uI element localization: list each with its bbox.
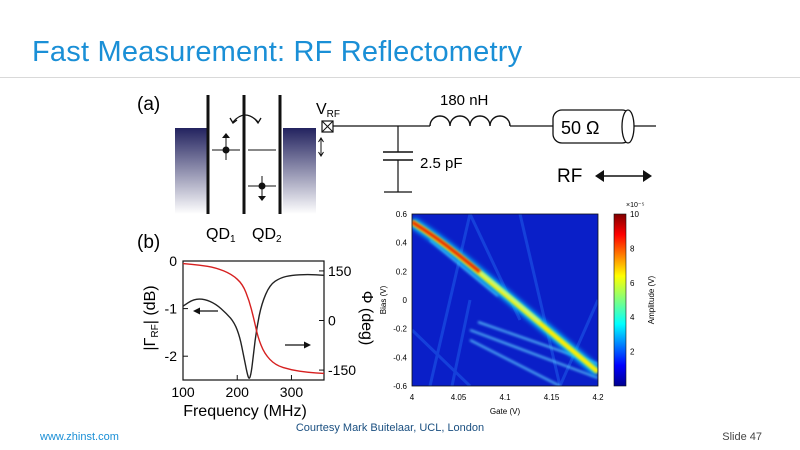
x-tick-label: 300 <box>280 384 304 400</box>
left-gate <box>175 128 208 214</box>
heatmap-y-label: Bias (V) <box>379 285 388 314</box>
left-y-axis-label: |ΓRF| (dB) <box>142 285 161 350</box>
reflection-magnitude-series <box>182 273 325 379</box>
colorbar-tick-label: 4 <box>630 313 635 322</box>
colorbar-tick-label: 2 <box>630 348 635 357</box>
footer-url: www.zhinst.com <box>40 431 119 443</box>
x-tick-label: 100 <box>171 384 195 400</box>
slide-title: Fast Measurement: RF Reflectometry <box>32 36 523 68</box>
heatmap-x-tick-label: 4.1 <box>499 393 511 402</box>
title-divider <box>0 77 800 78</box>
spin-down-arrow-icon <box>258 196 266 201</box>
heatmap-y-tick-label: -0.4 <box>393 353 407 362</box>
right-gate <box>283 128 316 214</box>
heatmap-y-tick-label: -0.6 <box>393 382 407 391</box>
courtesy-text: Courtesy Mark Buitelaar, UCL, London <box>295 422 485 434</box>
colorbar-label: Amplitude (V) <box>647 275 656 324</box>
colorbar-tick-label: 10 <box>630 210 639 219</box>
heatmap-y-tick-label: 0.2 <box>396 267 408 276</box>
colorbar-ticks: 10 8 6 4 2 <box>630 210 639 357</box>
vrf-label: VRF <box>316 101 340 120</box>
heatmap <box>412 214 598 386</box>
x-axis-label: Frequency (MHz) <box>183 403 307 420</box>
left-y-tick-label: -2 <box>165 348 178 364</box>
heatmap-x-tick-label: 4.15 <box>544 393 560 402</box>
heatmap-x-label: Gate (V) <box>490 407 521 416</box>
colorbar-tick-label: 8 <box>630 244 635 253</box>
panel-b-label: (b) <box>137 232 160 253</box>
resistor-label: 50 Ω <box>561 118 599 138</box>
right-y-tick-label: 150 <box>328 263 352 279</box>
heatmap-x-tick-label: 4.2 <box>592 393 604 402</box>
panel-a-label: (a) <box>137 94 160 115</box>
spin-up-arrow-icon <box>222 133 230 138</box>
heatmap-frame <box>411 213 599 387</box>
heatmap-y-tick-label: -0.2 <box>393 325 407 334</box>
response-plot-ticks: 100 200 300 0 -1 -2 150 0 -150 <box>165 253 357 400</box>
right-y-axis-label: Φ (deg) <box>358 291 375 346</box>
x-tick-label: 200 <box>226 384 250 400</box>
colorbar <box>613 213 627 387</box>
heatmap-x-tick-label: 4.05 <box>451 393 467 402</box>
heatmap-ticks: 4 4.05 4.1 4.15 4.2 0.6 0.4 0.2 0 -0.2 -0.4 -0.6 <box>393 210 604 402</box>
right-y-tick-label: -150 <box>328 362 356 378</box>
left-y-tick-label: 0 <box>169 253 177 269</box>
qd1-label: QD1 <box>206 226 236 245</box>
colorbar-exponent: ×10⁻⁵ <box>626 202 645 209</box>
inductor-icon <box>429 115 511 127</box>
capacitor-label: 2.5 pF <box>420 155 463 172</box>
heatmap-y-tick-label: 0.4 <box>396 239 408 248</box>
inductor-label: 180 nH <box>440 92 488 109</box>
qd2-label: QD2 <box>252 226 282 245</box>
phase-series <box>182 262 325 375</box>
heatmap-y-tick-label: 0 <box>403 296 408 305</box>
heatmap-x-tick-label: 4 <box>410 393 415 402</box>
slide-number: Slide 47 <box>722 431 762 443</box>
left-y-tick-label: -1 <box>165 301 178 317</box>
rf-label: RF <box>557 166 582 187</box>
right-y-tick-label: 0 <box>328 313 336 329</box>
colorbar-tick-label: 6 <box>630 279 635 288</box>
heatmap-y-tick-label: 0.6 <box>396 210 408 219</box>
